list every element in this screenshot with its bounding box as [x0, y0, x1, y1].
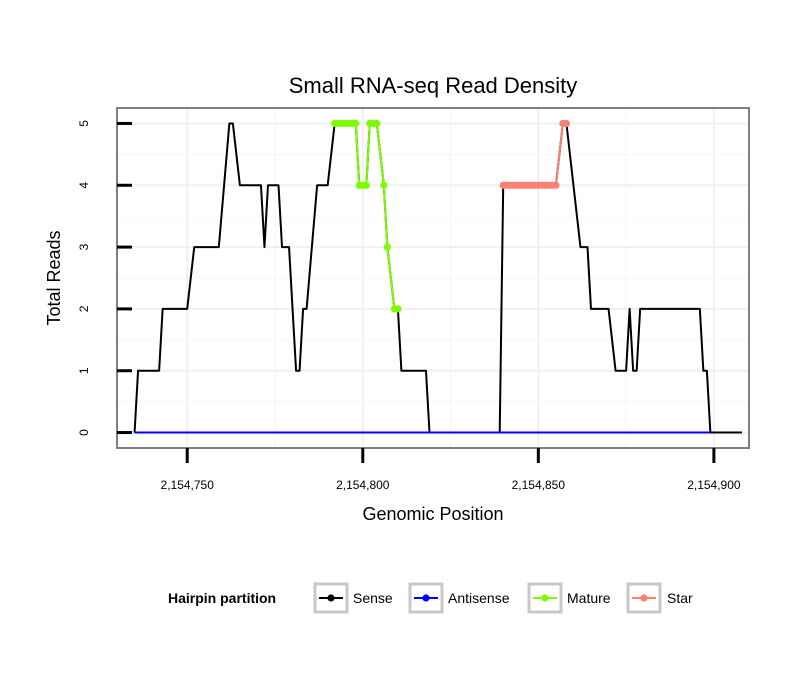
y-axis: 0 1 2 3 4 5 [77, 120, 132, 436]
chart-title: Small RNA-seq Read Density [289, 73, 578, 98]
legend-label-antisense: Antisense [448, 590, 510, 606]
y-tick-label: 5 [77, 120, 91, 127]
data-point-mature [373, 119, 381, 128]
y-tick-label: 0 [77, 429, 91, 436]
data-point-mature [380, 181, 388, 189]
legend-title: Hairpin partition [168, 590, 276, 606]
grid [117, 108, 749, 448]
x-axis: 2,154,750 2,154,800 2,154,850 2,154,900 [161, 448, 741, 492]
y-tick-label: 1 [77, 367, 91, 374]
x-axis-title: Genomic Position [362, 504, 503, 524]
legend-dot-antisense [422, 594, 430, 602]
data-point-mature [362, 181, 370, 189]
data-point-mature [383, 243, 391, 251]
legend-label-star: Star [667, 590, 693, 606]
legend-label-sense: Sense [353, 590, 393, 606]
x-tick-label: 2,154,800 [336, 478, 390, 492]
y-tick-label: 2 [77, 305, 91, 312]
legend: Hairpin partition Sense Antisense Mature St… [168, 582, 693, 614]
legend-dot-mature [541, 594, 549, 602]
plot-frame [116, 107, 750, 449]
data-point-star [552, 181, 560, 189]
x-tick-label: 2,154,750 [161, 478, 215, 492]
x-tick-label: 2,154,850 [512, 478, 566, 492]
legend-dot-star [640, 594, 648, 602]
y-axis-title: Total Reads [44, 230, 64, 325]
data-point-star [562, 119, 571, 128]
x-tick-label: 2,154,900 [687, 478, 741, 492]
y-tick-label: 4 [77, 182, 91, 189]
legend-label-mature: Mature [567, 590, 611, 606]
series-group [133, 119, 742, 434]
legend-dot-sense [327, 594, 335, 602]
data-point-mature [352, 119, 360, 128]
data-point-mature [394, 305, 402, 313]
y-tick-label: 3 [77, 243, 91, 250]
